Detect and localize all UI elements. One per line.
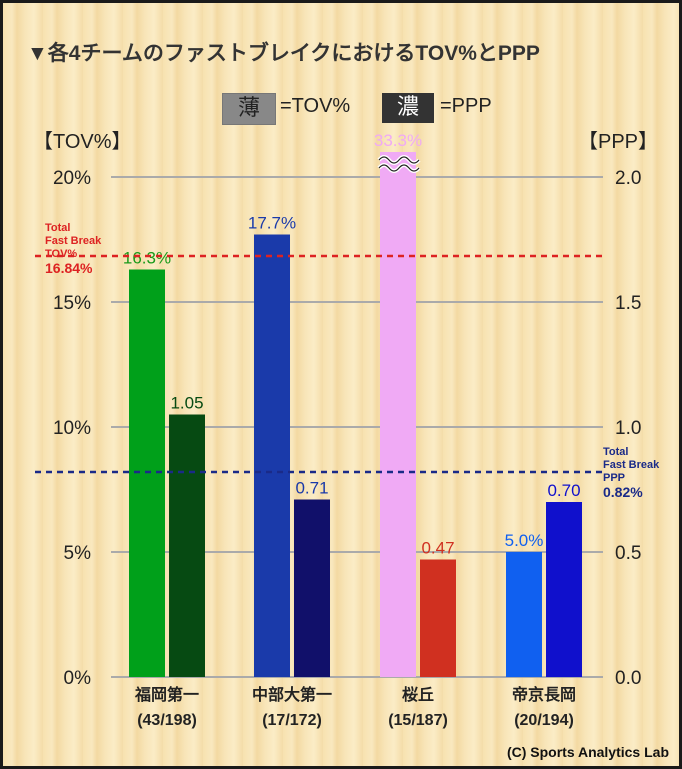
legend-light-key: 薄: [222, 93, 276, 125]
bar-ppp: [294, 499, 330, 677]
left-axis-label: 【TOV%】: [33, 131, 132, 153]
data-label-ppp: 0.71: [295, 479, 328, 498]
data-label-ppp: 0.47: [421, 539, 454, 558]
bar-tovpct: [254, 234, 290, 677]
right-tick-label: 0.0: [615, 668, 641, 689]
reference-line-label: 0.82%: [603, 484, 643, 500]
category-label: 桜丘: [402, 685, 434, 704]
bar-tovpct: [380, 152, 416, 677]
data-label-tovpct: 17.7%: [248, 214, 296, 233]
bar-ppp: [546, 502, 582, 677]
right-axis-label: 【PPP】: [578, 131, 658, 153]
left-tick-label: 15%: [53, 293, 91, 314]
left-tick-label: 20%: [53, 168, 91, 189]
right-tick-label: 1.0: [615, 418, 641, 439]
left-tick-label: 0%: [64, 668, 92, 689]
legend-light-label: =TOV%: [280, 95, 351, 117]
category-label: 福岡第一: [134, 685, 199, 704]
credit: (C) Sports Analytics Lab: [506, 744, 669, 760]
legend-dark-key: 濃: [382, 93, 434, 123]
category-label: 帝京長岡: [512, 685, 576, 704]
right-tick-label: 0.5: [615, 543, 641, 564]
category-sublabel: (15/187): [388, 712, 448, 729]
right-tick-label: 1.5: [615, 293, 641, 314]
category-label: 中部大第一: [252, 685, 332, 704]
data-label-tovpct: 33.3%: [374, 131, 422, 150]
bar-tovpct: [506, 552, 542, 677]
bar-ppp: [169, 414, 205, 677]
category-sublabel: (43/198): [137, 712, 197, 729]
left-tick-label: 10%: [53, 418, 91, 439]
right-tick-label: 2.0: [615, 168, 641, 189]
legend-dark-label: =PPP: [440, 95, 492, 117]
chart-svg: 【TOV%】 【PPP】 0% 0.0 5% 0.5 10% 1.0 15% 1.5 20% 2.0 1…: [33, 131, 660, 729]
reference-line-label: Fast Break: [603, 459, 660, 471]
reference-line-label: Fast Break: [45, 235, 102, 247]
left-tick-label: 5%: [64, 543, 92, 564]
reference-line-label: TOV%: [45, 248, 77, 260]
chart-title: ▼各4チームのファストブレイクにおけるTOV%とPPP: [27, 42, 540, 65]
axis-break-icon: [378, 156, 420, 172]
data-label-ppp: 1.05: [170, 394, 203, 413]
data-label-tovpct: 16.3%: [123, 249, 171, 268]
reference-line-label: 16.84%: [45, 260, 93, 276]
bar-ppp: [420, 559, 456, 677]
reference-line-label: Total: [45, 222, 70, 234]
category-sublabel: (17/172): [262, 712, 322, 729]
reference-line-label: PPP: [603, 472, 625, 484]
category-sublabel: (20/194): [514, 712, 574, 729]
reference-line-label: Total: [603, 446, 628, 458]
data-label-ppp: 0.70: [547, 481, 580, 500]
data-label-tovpct: 5.0%: [505, 531, 544, 550]
